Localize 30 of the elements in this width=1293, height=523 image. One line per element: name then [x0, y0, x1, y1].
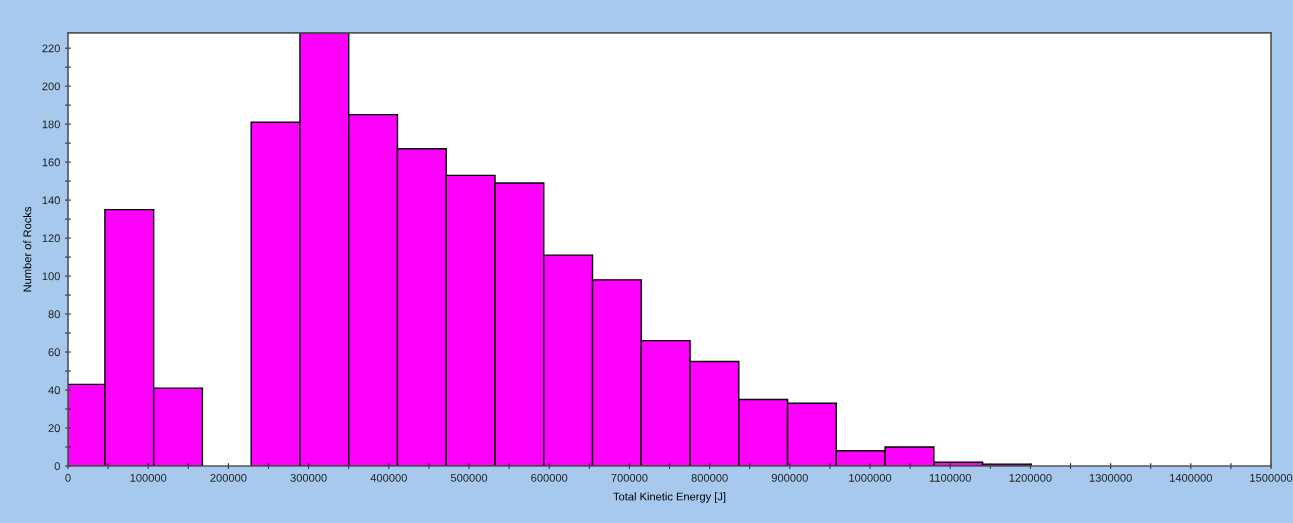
y-tick-label: 60: [48, 348, 60, 357]
y-tick-label: 120: [42, 234, 60, 243]
x-tick-label: 900000: [771, 473, 808, 482]
x-tick-label: 600000: [531, 473, 568, 482]
x-tick-label: 0: [65, 473, 71, 482]
x-tick-label: 800000: [691, 473, 728, 482]
y-tick-label: 220: [42, 44, 60, 53]
y-tick-label: 180: [42, 120, 60, 129]
x-tick-label: 1200000: [1009, 473, 1052, 482]
x-tick-label: 100000: [130, 473, 167, 482]
x-tick-label: 1500000: [1250, 473, 1293, 482]
y-tick-label: 160: [42, 158, 60, 167]
x-axis-title: Total Kinetic Energy [J]: [613, 492, 726, 503]
x-tick-label: 400000: [370, 473, 407, 482]
y-tick-label: 20: [48, 424, 60, 433]
x-tick-label: 300000: [290, 473, 327, 482]
y-tick-label: 40: [48, 386, 60, 395]
y-tick-label: 200: [42, 82, 60, 91]
x-tick-label: 1100000: [929, 473, 971, 482]
x-tick-label: 1400000: [1170, 473, 1213, 482]
y-tick-label: 80: [48, 310, 60, 319]
x-tick-label: 1300000: [1089, 473, 1132, 482]
y-tick-label: 140: [42, 196, 60, 205]
y-tick-label: 0: [54, 462, 60, 471]
x-tick-label: 500000: [450, 473, 488, 482]
y-axis-title: Number of Rocks: [23, 206, 32, 292]
x-tick-label: 1000000: [849, 473, 892, 482]
x-tick-label: 700000: [611, 473, 648, 482]
y-tick-label: 100: [42, 272, 60, 281]
x-tick-label: 200000: [210, 473, 247, 482]
